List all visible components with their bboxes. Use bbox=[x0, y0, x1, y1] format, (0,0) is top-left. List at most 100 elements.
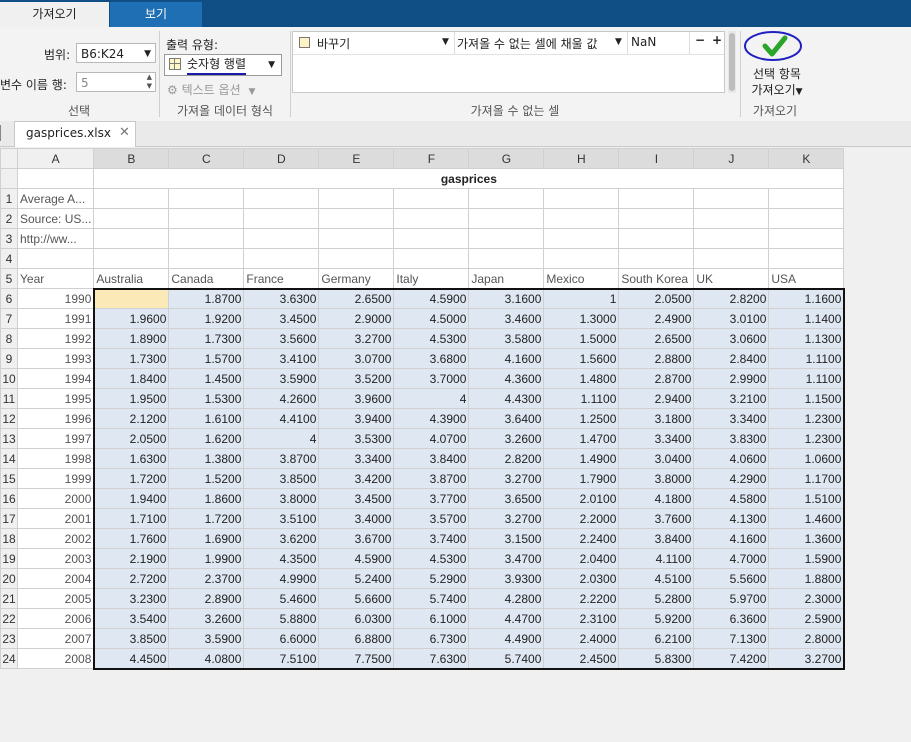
data-cell[interactable]: 3.4500 bbox=[243, 308, 320, 329]
data-cell[interactable]: 3.2700 bbox=[318, 328, 395, 349]
variable-name-cell[interactable]: France bbox=[243, 268, 320, 289]
variable-name-cell[interactable]: Italy bbox=[393, 268, 470, 289]
range-dropdown-icon[interactable]: ▼ bbox=[144, 49, 151, 59]
data-cell[interactable]: 4.4700 bbox=[468, 608, 545, 629]
data-cell[interactable]: 1.5000 bbox=[543, 328, 620, 349]
data-cell[interactable]: 1.7300 bbox=[168, 328, 245, 349]
cell[interactable] bbox=[693, 188, 770, 209]
data-cell[interactable]: 1.9900 bbox=[168, 548, 245, 569]
cell[interactable] bbox=[393, 188, 470, 209]
data-cell[interactable]: 3.8300 bbox=[693, 428, 770, 449]
data-cell[interactable]: 5.2400 bbox=[318, 568, 395, 589]
data-cell[interactable]: 3.8000 bbox=[618, 468, 695, 489]
row-header[interactable]: 1 bbox=[0, 188, 18, 209]
cell[interactable] bbox=[93, 228, 170, 249]
data-cell[interactable]: 2.6500 bbox=[318, 288, 395, 309]
data-cell[interactable]: 3.5100 bbox=[243, 508, 320, 529]
data-cell[interactable]: 5.9200 bbox=[618, 608, 695, 629]
data-cell[interactable]: 1.8900 bbox=[93, 328, 170, 349]
data-cell[interactable]: 2.8700 bbox=[618, 368, 695, 389]
data-cell[interactable]: 4.5800 bbox=[693, 488, 770, 509]
year-cell[interactable]: 1999 bbox=[16, 468, 95, 489]
data-cell[interactable]: 2.8900 bbox=[168, 588, 245, 609]
year-cell[interactable]: 1997 bbox=[16, 428, 95, 449]
data-cell[interactable]: 3.5900 bbox=[168, 628, 245, 649]
data-cell[interactable]: 1.3600 bbox=[768, 528, 845, 549]
row-header[interactable]: 13 bbox=[0, 428, 18, 449]
tab-view[interactable]: 보기 bbox=[110, 2, 202, 27]
cell[interactable] bbox=[168, 188, 245, 209]
data-cell[interactable]: 4.5900 bbox=[318, 548, 395, 569]
column-header[interactable]: G bbox=[468, 148, 545, 169]
data-cell[interactable]: 6.3600 bbox=[693, 608, 770, 629]
data-cell[interactable]: 3.0700 bbox=[318, 348, 395, 369]
data-cell[interactable]: 1.9400 bbox=[93, 488, 170, 509]
data-cell[interactable]: 3.8400 bbox=[618, 528, 695, 549]
data-cell[interactable]: 3.6800 bbox=[393, 348, 470, 369]
cell[interactable]: http://ww... bbox=[16, 228, 95, 249]
data-cell[interactable]: 3.6700 bbox=[318, 528, 395, 549]
cell[interactable] bbox=[318, 248, 395, 269]
scrollbar-thumb[interactable] bbox=[729, 33, 735, 91]
data-cell[interactable]: 4.5300 bbox=[393, 328, 470, 349]
data-cell[interactable]: 5.8300 bbox=[618, 648, 695, 669]
data-cell[interactable]: 3.2700 bbox=[468, 468, 545, 489]
data-cell[interactable]: 4.9900 bbox=[243, 568, 320, 589]
data-cell[interactable]: 2.6500 bbox=[618, 328, 695, 349]
data-cell[interactable]: 7.7500 bbox=[318, 648, 395, 669]
data-cell[interactable]: 5.7400 bbox=[468, 648, 545, 669]
data-cell[interactable]: 7.4200 bbox=[693, 648, 770, 669]
year-cell[interactable]: 1991 bbox=[16, 308, 95, 329]
cell[interactable] bbox=[468, 228, 545, 249]
row-header[interactable]: 4 bbox=[0, 248, 18, 269]
data-cell[interactable]: 7.6300 bbox=[393, 648, 470, 669]
row-header[interactable]: 7 bbox=[0, 308, 18, 329]
data-cell[interactable]: 1.3000 bbox=[543, 308, 620, 329]
year-cell[interactable]: 2001 bbox=[16, 508, 95, 529]
data-cell[interactable]: 4.0600 bbox=[693, 448, 770, 469]
year-cell[interactable]: 1995 bbox=[16, 388, 95, 409]
data-cell[interactable]: 3.6300 bbox=[243, 288, 320, 309]
cell[interactable] bbox=[93, 248, 170, 269]
data-cell[interactable]: 2.2000 bbox=[543, 508, 620, 529]
data-cell[interactable]: 1.1100 bbox=[543, 388, 620, 409]
data-cell[interactable]: 5.9700 bbox=[693, 588, 770, 609]
rule-action-value[interactable]: 바꾸기 bbox=[317, 37, 351, 51]
row-header[interactable]: 21 bbox=[0, 588, 18, 609]
data-cell[interactable]: 3.9600 bbox=[318, 388, 395, 409]
data-cell[interactable]: 1.9600 bbox=[93, 308, 170, 329]
data-cell[interactable]: 1.9200 bbox=[168, 308, 245, 329]
data-cell[interactable]: 3.5700 bbox=[393, 508, 470, 529]
data-cell[interactable]: 3.9400 bbox=[318, 408, 395, 429]
data-cell[interactable]: 1.7200 bbox=[168, 508, 245, 529]
data-cell[interactable]: 3.8000 bbox=[243, 488, 320, 509]
data-cell[interactable]: 2.7200 bbox=[93, 568, 170, 589]
text-options-button[interactable]: ⚙ 텍스트 옵션 ▼ bbox=[167, 81, 255, 98]
data-cell[interactable]: 1.6900 bbox=[168, 528, 245, 549]
data-cell[interactable]: 3.4600 bbox=[468, 308, 545, 329]
row-header[interactable]: 23 bbox=[0, 628, 18, 649]
row-header[interactable]: 20 bbox=[0, 568, 18, 589]
data-cell[interactable]: 3.3400 bbox=[618, 428, 695, 449]
year-cell[interactable]: 1993 bbox=[16, 348, 95, 369]
data-cell[interactable]: 1.5900 bbox=[768, 548, 845, 569]
cell[interactable] bbox=[168, 248, 245, 269]
rule-value-input[interactable]: NaN bbox=[631, 35, 657, 49]
data-cell[interactable]: 1.4800 bbox=[543, 368, 620, 389]
data-cell[interactable]: 4.2600 bbox=[243, 388, 320, 409]
variable-name-cell[interactable]: Australia bbox=[93, 268, 170, 289]
column-header[interactable]: J bbox=[693, 148, 770, 169]
cell[interactable] bbox=[468, 188, 545, 209]
data-cell[interactable]: 3.1800 bbox=[618, 408, 695, 429]
row-header[interactable]: 24 bbox=[0, 648, 18, 669]
cell[interactable] bbox=[243, 188, 320, 209]
data-cell[interactable]: 1.1700 bbox=[768, 468, 845, 489]
data-cell[interactable]: 3.7700 bbox=[393, 488, 470, 509]
data-cell[interactable]: 1.4600 bbox=[768, 508, 845, 529]
add-rule-button[interactable]: + bbox=[712, 33, 723, 47]
cell[interactable] bbox=[543, 208, 620, 229]
data-cell[interactable]: 2.5900 bbox=[768, 608, 845, 629]
year-cell[interactable]: 2005 bbox=[16, 588, 95, 609]
row-header[interactable]: 8 bbox=[0, 328, 18, 349]
data-cell[interactable]: 4.5300 bbox=[393, 548, 470, 569]
